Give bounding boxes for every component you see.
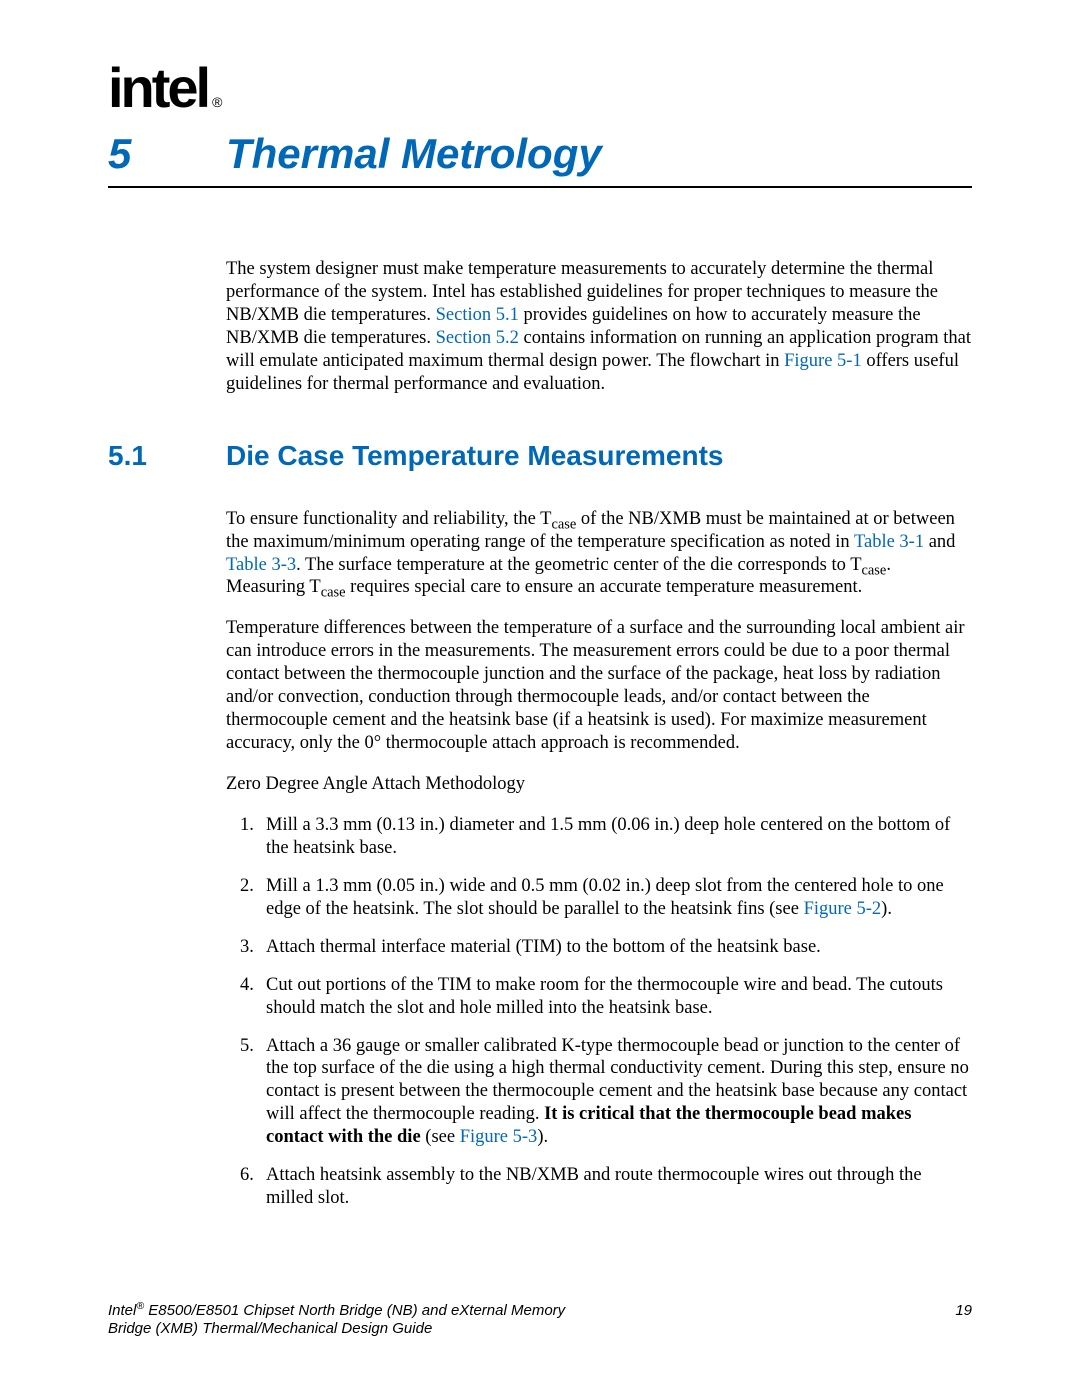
page-footer: Intel® E8500/E8501 Chipset North Bridge …	[108, 1302, 972, 1340]
link-table-3-3[interactable]: Table 3-3	[226, 555, 296, 575]
ordered-list: 1. Mill a 3.3 mm (0.13 in.) diameter and…	[240, 814, 972, 1210]
list-text: Mill a 3.3 mm (0.13 in.) diameter and 1.…	[266, 814, 972, 860]
text: and	[924, 532, 955, 552]
registered-mark: ®	[136, 1300, 144, 1312]
text: Bridge (XMB) Thermal/Mechanical Design G…	[108, 1320, 432, 1337]
subscript: case	[862, 562, 887, 578]
list-text: Attach thermal interface material (TIM) …	[266, 936, 972, 959]
chapter-heading: 5 Thermal Metrology	[108, 130, 972, 188]
subscript: case	[321, 585, 346, 601]
footer-title: Intel® E8500/E8501 Chipset North Bridge …	[108, 1302, 565, 1340]
list-number: 5.	[240, 1035, 266, 1150]
paragraph: To ensure functionality and reliability,…	[226, 508, 972, 600]
intel-logo: intel®	[108, 60, 972, 116]
list-text: Mill a 1.3 mm (0.05 in.) wide and 0.5 mm…	[266, 875, 972, 921]
list-number: 3.	[240, 936, 266, 959]
list-text: Attach a 36 gauge or smaller calibrated …	[266, 1035, 972, 1150]
link-section-5-1[interactable]: Section 5.1	[436, 305, 519, 325]
link-figure-5-1[interactable]: Figure 5-1	[784, 351, 862, 371]
text: Intel	[108, 1302, 136, 1319]
text: requires special care to ensure an accur…	[346, 577, 863, 597]
list-item: 6. Attach heatsink assembly to the NB/XM…	[240, 1164, 972, 1210]
list-item: 4. Cut out portions of the TIM to make r…	[240, 974, 972, 1020]
page-number: 19	[955, 1302, 972, 1319]
list-number: 2.	[240, 875, 266, 921]
text: . The surface temperature at the geometr…	[296, 555, 861, 575]
section-heading: 5.1 Die Case Temperature Measurements	[108, 440, 972, 472]
logo-text: intel	[108, 56, 208, 119]
list-number: 6.	[240, 1164, 266, 1210]
text: (see	[421, 1127, 460, 1147]
list-text: Cut out portions of the TIM to make room…	[266, 974, 972, 1020]
text: E8500/E8501 Chipset North Bridge (NB) an…	[144, 1302, 565, 1319]
list-item: 2. Mill a 1.3 mm (0.05 in.) wide and 0.5…	[240, 875, 972, 921]
link-figure-5-2[interactable]: Figure 5-2	[804, 899, 882, 919]
methodology-heading: Zero Degree Angle Attach Methodology	[226, 773, 972, 796]
link-figure-5-3[interactable]: Figure 5-3	[460, 1127, 538, 1147]
section-number: 5.1	[108, 440, 226, 472]
list-item: 3. Attach thermal interface material (TI…	[240, 936, 972, 959]
link-table-3-1[interactable]: Table 3-1	[854, 532, 924, 552]
chapter-number: 5	[108, 130, 226, 178]
intro-paragraph: The system designer must make temperatur…	[226, 258, 972, 396]
list-number: 4.	[240, 974, 266, 1020]
text: To ensure functionality and reliability,…	[226, 509, 551, 529]
list-number: 1.	[240, 814, 266, 860]
paragraph: Temperature differences between the temp…	[226, 617, 972, 755]
registered-mark: ®	[212, 94, 219, 110]
subscript: case	[551, 516, 576, 532]
list-text: Attach heatsink assembly to the NB/XMB a…	[266, 1164, 972, 1210]
section-title: Die Case Temperature Measurements	[226, 440, 723, 472]
text: ).	[537, 1127, 548, 1147]
link-section-5-2[interactable]: Section 5.2	[436, 328, 519, 348]
text: ).	[881, 899, 892, 919]
list-item: 1. Mill a 3.3 mm (0.13 in.) diameter and…	[240, 814, 972, 860]
chapter-title: Thermal Metrology	[226, 130, 602, 178]
list-item: 5. Attach a 36 gauge or smaller calibrat…	[240, 1035, 972, 1150]
